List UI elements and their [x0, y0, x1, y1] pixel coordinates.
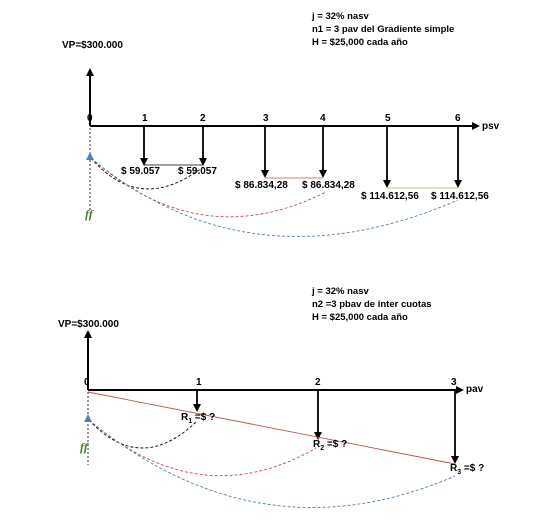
- diagram-2: [84, 330, 464, 508]
- tick-2-1: 1: [196, 377, 202, 388]
- r2-label: R2 =$ ?: [313, 439, 348, 452]
- arc-black-2: [88, 419, 197, 449]
- tick-1-1: 1: [142, 113, 148, 124]
- r3-label: R3 =$ ?: [450, 463, 485, 476]
- ff-label-1: ff: [85, 207, 93, 221]
- value-6: $ 114.612,56: [431, 191, 489, 202]
- arc-red-1: [90, 157, 327, 218]
- tick-2-0: 0: [84, 377, 90, 388]
- value-1: $ 59.057: [121, 166, 160, 177]
- tick-2-2: 2: [315, 377, 321, 388]
- note-2-line-3: H = $25,000 cada año: [312, 312, 408, 323]
- tick-1-0: 0: [87, 113, 93, 124]
- axis-label-1: psv: [482, 121, 500, 132]
- gradient-line: [87, 391, 456, 465]
- r1-label: R1 =$ ?: [181, 412, 216, 425]
- ff-label-2: ff: [80, 440, 88, 454]
- tick-1-3: 3: [263, 113, 269, 124]
- arc-blue-2: [88, 419, 456, 508]
- value-3: $ 86.834,28: [235, 180, 288, 191]
- arc-blue-1: [90, 157, 459, 237]
- diagram-1: [86, 68, 480, 237]
- vp-label-2: VP=$300.000: [58, 319, 119, 330]
- tick-1-5: 5: [385, 113, 391, 124]
- tick-1-2: 2: [200, 113, 206, 124]
- value-2: $ 59.057: [178, 166, 217, 177]
- value-5: $ 114.612,56: [361, 191, 419, 202]
- arc-red-2: [88, 419, 317, 477]
- note-1-line-1: j = 32% nasv: [312, 11, 369, 22]
- vp-label-1: VP=$300.000: [62, 40, 123, 51]
- tick-2-3: 3: [451, 377, 457, 388]
- focal-arrowhead-2: [84, 414, 92, 422]
- note-1-line-3: H = $25,000 cada año: [312, 37, 408, 48]
- note-1-line-2: n1 = 3 pav del Gradiente simple: [312, 24, 455, 35]
- note-2-line-1: j = 32% nasv: [312, 286, 369, 297]
- arc-black-1: [90, 157, 204, 190]
- value-4: $ 86.834,28: [302, 180, 355, 191]
- tick-1-6: 6: [455, 113, 461, 124]
- tick-1-4: 4: [320, 113, 326, 124]
- focal-arrowhead-1: [86, 152, 94, 160]
- axis-label-2: pav: [466, 384, 484, 395]
- note-2-line-2: n2 =3 pbav de inter cuotas: [312, 299, 432, 310]
